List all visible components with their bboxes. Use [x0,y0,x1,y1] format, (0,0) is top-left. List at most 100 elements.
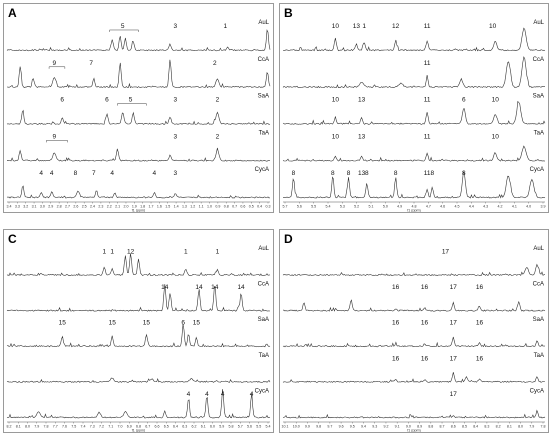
x-tick-label: 6.6 [155,425,160,429]
peak-annotation: 4 [50,170,54,177]
x-tick-label: 5.4 [266,425,271,429]
x-tick-label: 7.9 [34,425,39,429]
x-tick-label: 8.2 [7,425,12,429]
sample-label: TaA [259,353,269,359]
peak-annotation: 3 [174,23,178,30]
peak-annotation: 17 [450,284,458,291]
peak-annotation: 4 [187,391,191,398]
x-tick-label: 0.6 [240,205,245,209]
peak-annotation: 17 [450,391,458,398]
spectrum-trace [6,377,271,383]
sample-label: TaA [534,130,544,136]
x-tick-label: 0.4 [257,205,262,209]
peak-annotation: 16 [476,355,484,362]
peak-annotation: 17 [450,320,458,327]
x-tick-label: 4.9 [397,205,402,209]
x-tick-label: 7.0 [118,425,123,429]
x-tick-label: 4.8 [412,205,417,209]
spectrum-trace [6,147,271,162]
x-tick-label: 5.3 [340,205,345,209]
x-tick-label: 1.2 [190,205,195,209]
x-tick-label: 7.8 [44,425,49,429]
x-tick-label: 9.7 [327,425,332,429]
peak-annotation: 10 [492,133,500,140]
peak-annotation: 6 [181,320,185,327]
peak-annotation: 4 [205,391,209,398]
x-tick-label: 6.2 [192,425,197,429]
x-tick-label: 5.5 [256,425,261,429]
sample-label: CycA [530,388,544,394]
x-tick-label: 8.1 [16,425,21,429]
x-tick-label: 0.5 [249,205,254,209]
peak-annotation: 13 [358,97,366,104]
x-tick-label: 10.1 [282,425,289,429]
x-tick-label: 8.7 [440,425,445,429]
x-tick-label: 7.3 [90,425,95,429]
x-tick-label: 0.3 [266,205,271,209]
x-tick-label: 1.4 [174,205,179,209]
x-tick-label: 5.7 [283,205,288,209]
peak-annotation: 7 [92,170,96,177]
x-tick-label: 2.0 [123,205,128,209]
peak-annotation: 3 [174,133,178,140]
peak-annotation: 11 [424,97,431,104]
x-tick-label: 7.8 [541,425,546,429]
spectrum-figure: AuL CcA SaA TaA CycA 17 16 16 17 16 16 16 17 16 16 16 17… [282,246,546,433]
peak-annotation: 16 [476,284,484,291]
peak-annotation: 11 [424,133,431,140]
x-tick-label: 7.5 [71,425,76,429]
spectrum-trace [282,263,545,276]
x-tick-label: 7.2 [99,425,104,429]
panel-b: B AuL CcA SaA TaA CycA 10 13 1 12 11 10 11 10 13 11 6 10… [279,3,549,213]
x-tick-label: 2.5 [82,205,87,209]
annotation-bracket [48,66,66,69]
x-tick-label: 3.9 [541,205,546,209]
x-tick-label: 3.2 [23,205,28,209]
x-axis-unit: f1 (ppm) [132,429,145,433]
x-tick-label: 2.3 [98,205,103,209]
spectrum-trace [282,56,546,89]
peak-annotation: 4 [39,170,43,177]
x-tick-label: 1.5 [165,205,170,209]
peak-annotation: 16 [421,320,429,327]
panel-c: C AuL CcA SaA TaA CycA 1 1 12 1 1 14 14 14 14 15 15 15 6 1… [3,229,274,433]
x-tick-label: 9.4 [361,425,366,429]
x-axis-unit: f1 (ppm) [407,429,420,433]
x-tick-label: 6.5 [164,425,169,429]
peak-annotation: 9 [53,60,57,67]
x-tick-label: 5.8 [229,425,234,429]
spectrum-trace [6,389,271,419]
x-tick-label: 8.6 [451,425,456,429]
peak-annotation: 5 [121,23,125,30]
peak-annotation: 1 [223,23,227,30]
panel-letter: B [284,6,293,20]
peak-annotation: 4 [221,391,225,398]
x-tick-label: 10.0 [293,425,300,429]
x-tick-label: 5.6 [247,425,252,429]
x-tick-label: 2.4 [90,205,95,209]
x-tick-label: 2.1 [115,205,120,209]
x-tick-label: 9.5 [350,425,355,429]
x-tick-label: 8.2 [496,425,501,429]
peak-annotation: 4 [152,170,156,177]
sample-label: AuL [258,246,269,252]
peak-annotation: 5 [129,97,133,104]
peak-annotation: 11 [424,170,431,177]
peak-annotation: 11 [424,60,431,67]
spectrum-trace [6,323,271,348]
x-tick-label: 9.3 [372,425,377,429]
x-tick-label: 1.9 [132,205,137,209]
x-tick-label: 4.3 [483,205,488,209]
spectrum-trace [282,100,546,125]
x-tick-label: 8.9 [417,425,422,429]
peak-annotation: 3 [174,170,178,177]
peak-annotation: 15 [109,320,117,327]
peak-annotation: 7 [89,60,93,67]
x-tick-label: 9.0 [406,425,411,429]
x-tick-label: 4.1 [512,205,517,209]
x-tick-label: 4.6 [440,205,445,209]
x-tick-label: 5.6 [297,205,302,209]
peak-annotation: 10 [332,23,340,30]
sample-label: CcA [258,282,269,288]
x-tick-label: 7.9 [529,425,534,429]
